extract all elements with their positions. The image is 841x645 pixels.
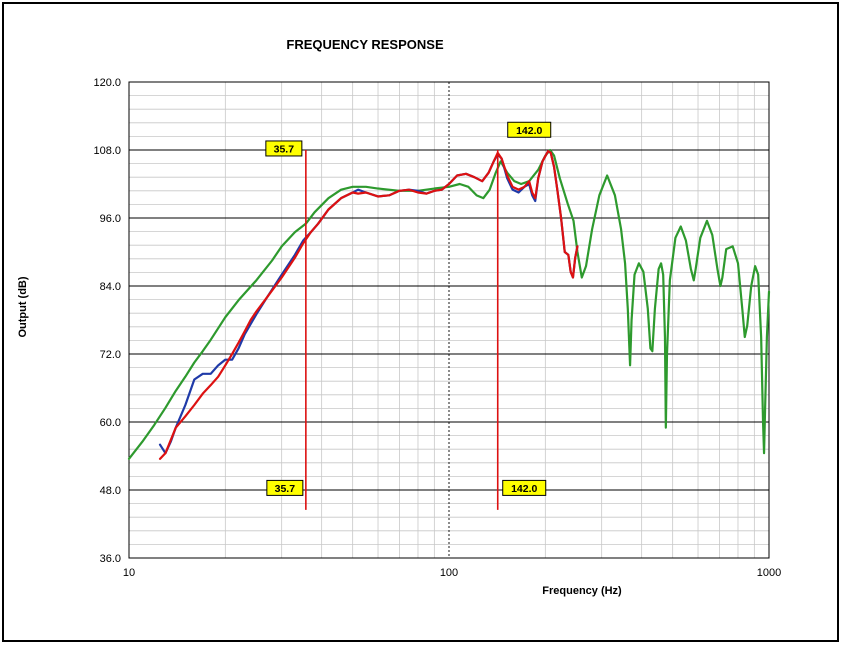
y-tick-label: 120.0	[93, 77, 121, 89]
chart-title: FREQUENCY RESPONSE	[286, 37, 444, 52]
x-tick-label: 1000	[757, 567, 781, 579]
marker-label-top: 35.7	[274, 143, 295, 155]
marker-label-bottom: 35.7	[275, 483, 296, 495]
y-tick-label: 36.0	[100, 553, 121, 565]
marker-label-top-box	[507, 121, 552, 138]
x-tick-labels: 10 100 1000	[123, 567, 781, 579]
plot-area: 35.7 35.7 142.0 142.0	[127, 81, 771, 559]
marker-layer: 35.7 35.7 142.0 142.0	[265, 121, 552, 510]
x-tick-label: 10	[123, 567, 135, 579]
y-axis-label: Output (dB)	[17, 276, 29, 337]
series-line-1	[127, 148, 771, 460]
series-line-3	[158, 150, 579, 460]
y-tick-label: 72.0	[100, 349, 121, 361]
marker-label-bottom-box	[266, 479, 304, 496]
y-tick-label: 60.0	[100, 417, 121, 429]
y-tick-label: 84.0	[100, 281, 121, 293]
y-tick-label: 48.0	[100, 485, 121, 497]
marker-label-top-box	[265, 140, 303, 157]
x-axis-label: Frequency (Hz)	[542, 585, 622, 597]
series-layer	[127, 148, 771, 460]
marker-label-bottom-box	[502, 479, 547, 496]
marker-label-bottom: 142.0	[511, 483, 537, 495]
marker-label-top: 142.0	[516, 125, 542, 137]
x-tick-label: 100	[440, 567, 458, 579]
y-tick-labels: 120.0 108.0 96.0 84.0 72.0 60.0 48.0 36.0	[93, 77, 121, 565]
plot-border	[128, 81, 770, 559]
y-tick-label: 96.0	[100, 213, 121, 225]
y-tick-label: 108.0	[93, 145, 121, 157]
